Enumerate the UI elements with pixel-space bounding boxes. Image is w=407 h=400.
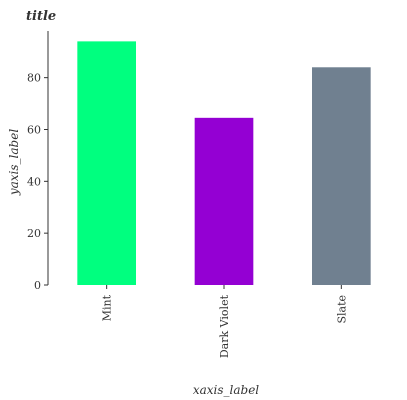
y-axis: 0 20 40 60 80 bbox=[27, 31, 49, 292]
y-tick-label: 0 bbox=[34, 279, 41, 292]
y-tick-label: 80 bbox=[27, 72, 41, 85]
y-axis-label: yaxis_label bbox=[7, 129, 21, 196]
bars-group bbox=[77, 41, 371, 286]
y-tick-label: 40 bbox=[27, 175, 41, 188]
chart-title: title bbox=[26, 9, 56, 24]
y-tick-label: 20 bbox=[27, 227, 41, 240]
x-tick-label: Dark Violet bbox=[218, 294, 231, 358]
x-axis: Mint Dark Violet Slate bbox=[101, 285, 348, 358]
x-tick-label: Slate bbox=[335, 295, 348, 324]
bar-dark-violet bbox=[194, 117, 254, 285]
x-axis-label: xaxis_label bbox=[193, 383, 259, 397]
bar-mint bbox=[77, 41, 136, 286]
bar-slate bbox=[312, 67, 371, 286]
y-tick-label: 60 bbox=[27, 123, 41, 136]
x-tick-label: Mint bbox=[101, 294, 114, 321]
